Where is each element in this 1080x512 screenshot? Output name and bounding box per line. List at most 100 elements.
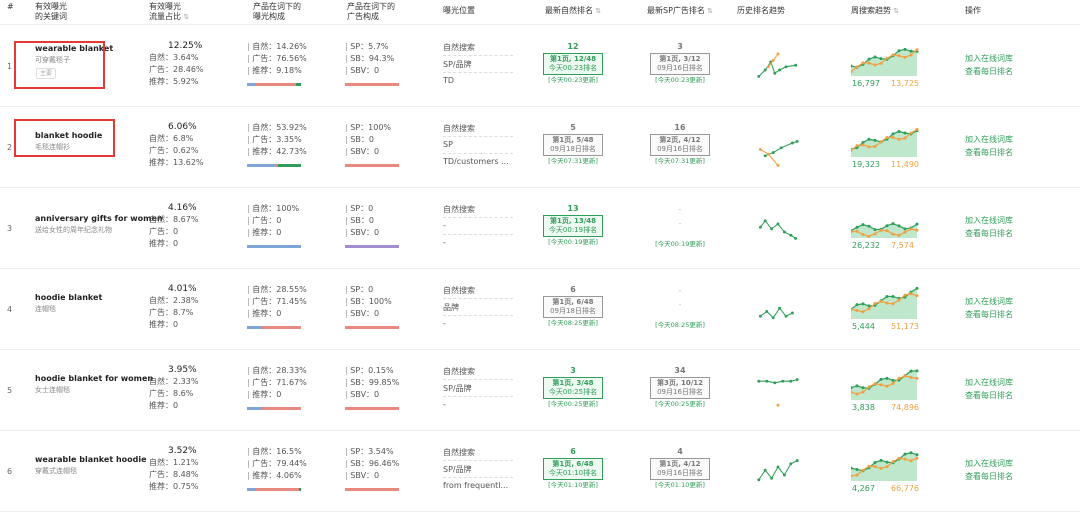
keyword-text[interactable]: blanket hoodie [35,131,103,140]
sp-rank-cell[interactable]: 4 第1页, 4/12 09月16日排名 [今天01:10更新] [650,446,710,490]
traffic-share: 3.52% [168,446,197,456]
product-comp-bar [247,83,301,86]
col-exposure: 曝光位置 [443,6,475,15]
table-row: 6 wearable blanket hoodie 穿戴式连帽毯 3.52% 自然… [0,431,1080,512]
natural-rank-cell[interactable]: 13 第1页, 13/48 今天00:19排名 [今天00:19更新] [543,203,603,247]
natural-rank-cell[interactable]: 12 第1页, 12/48 今天00:23排名 [今天00:23更新] [543,41,603,85]
keyword-text[interactable]: hoodie blanket for women [35,374,154,383]
highlight-box [14,119,115,157]
row-index: 3 [7,224,13,233]
add-to-library-link[interactable]: 加入在线词库 [965,297,1013,306]
sort-icon[interactable]: ⇅ [593,7,602,15]
sp-rank-cell: -- [今天08:25更新] [655,286,705,329]
weekly-value-orange: 7,574 [891,241,914,250]
history-rank-chart[interactable] [752,127,804,167]
product-comp-bar [247,488,301,491]
weekly-value-orange: 51,173 [891,322,919,331]
row-index: 4 [7,305,13,314]
add-to-library-link[interactable]: 加入在线词库 [965,459,1013,468]
history-rank-chart[interactable] [752,451,804,491]
col-prod-comp: 产品在词下的 曝光构成 [253,2,301,21]
traffic-breakdown: 自然：6.8% 广告：0.62% 推荐：13.62% [149,134,204,167]
history-rank-chart[interactable] [752,208,804,248]
view-daily-rank-link[interactable]: 查看每日排名 [965,229,1013,238]
weekly-value-green: 19,323 [852,160,880,169]
keyword-text[interactable]: wearable blanket [35,44,114,53]
col-action: 操作 [965,6,981,15]
weekly-search-chart[interactable] [851,123,919,157]
keyword-text[interactable]: anniversary gifts for women [35,214,163,223]
product-composition: | 自然：16.5% | 广告：79.44% | 推荐：4.06% [247,447,307,480]
table-row: 3 anniversary gifts for women 送给女性的周年纪念礼… [0,188,1080,269]
sort-icon[interactable]: ⇅ [891,7,900,15]
traffic-share: 4.01% [168,284,197,294]
actions: 加入在线词库 查看每日排名 [965,214,1013,240]
weekly-search-chart[interactable] [851,285,919,319]
weekly-search-chart[interactable] [851,204,919,238]
ad-comp-bar [345,245,399,248]
traffic-share: 4.16% [168,203,197,213]
sort-icon[interactable]: ⇅ [704,7,713,15]
view-daily-rank-link[interactable]: 查看每日排名 [965,310,1013,319]
exposure-positions: 自然搜索 品牌 - [443,282,513,333]
view-daily-rank-link[interactable]: 查看每日排名 [965,391,1013,400]
natural-rank-cell[interactable]: 5 第1页, 5/48 09月18日排名 [今天07:31更新] [543,122,603,166]
ad-composition: | SP：5.7% | SB：94.3% | SBV：0 [345,42,395,75]
history-rank-chart[interactable] [752,46,804,86]
natural-rank-cell[interactable]: 6 第1页, 6/48 09月18日排名 [今天08:25更新] [543,284,603,328]
view-daily-rank-link[interactable]: 查看每日排名 [965,67,1013,76]
keyword-translation: 送给女性的周年纪念礼物 [35,226,112,234]
traffic-breakdown: 自然：8.67% 广告：0 推荐：0 [149,215,199,248]
col-traffic[interactable]: 有效曝光 流量占比 ⇅ [149,2,190,21]
col-weekly[interactable]: 周搜索趋势 ⇅ [851,6,900,15]
add-to-library-link[interactable]: 加入在线词库 [965,135,1013,144]
keyword-translation: 毛毯连帽衫 [35,143,70,151]
weekly-value-green: 5,444 [852,322,875,331]
exposure-positions: 自然搜索 SP/品牌 - [443,363,513,414]
ad-comp-bar [345,83,399,86]
keyword-text[interactable]: hoodie blanket [35,293,103,302]
ad-composition: | SP：3.54% | SB：96.46% | SBV：0 [345,447,400,480]
col-natural-rank[interactable]: 最新自然排名 ⇅ [545,6,602,15]
ad-comp-bar [345,407,399,410]
sp-rank-cell[interactable]: 16 第2页, 4/12 09月16日排名 [今天07:31更新] [650,122,710,166]
weekly-search-chart[interactable] [851,366,919,400]
weekly-value-green: 16,797 [852,79,880,88]
col-sp-rank[interactable]: 最新SP广告排名 ⇅ [647,6,713,15]
product-comp-bar [247,164,301,167]
add-to-library-link[interactable]: 加入在线词库 [965,378,1013,387]
sort-icon[interactable]: ⇅ [181,13,190,21]
traffic-share: 3.95% [168,365,197,375]
col-keyword: 有效曝光 的关键词 [35,2,67,21]
keyword-translation: 穿戴式连帽毯 [35,467,77,475]
add-to-library-link[interactable]: 加入在线词库 [965,216,1013,225]
weekly-value-orange: 66,776 [891,484,919,493]
keyword-text[interactable]: wearable blanket hoodie [35,455,147,464]
exposure-positions: 自然搜索 SP/品牌 from frequentl... [443,444,513,495]
exposure-positions: 自然搜索 - - [443,201,513,252]
natural-rank-cell[interactable]: 3 第1页, 3/48 今天00:25排名 [今天00:25更新] [543,365,603,409]
weekly-value-green: 26,232 [852,241,880,250]
weekly-search-chart[interactable] [851,447,919,481]
ad-comp-bar [345,488,399,491]
sp-rank-cell[interactable]: 3 第1页, 3/12 09月16日排名 [今天00:23更新] [650,41,710,85]
view-daily-rank-link[interactable]: 查看每日排名 [965,472,1013,481]
table-row: 4 hoodie blanket 连帽毯 4.01% 自然：2.38% 广告：8.… [0,269,1080,350]
view-daily-rank-link[interactable]: 查看每日排名 [965,148,1013,157]
weekly-search-chart[interactable] [851,42,919,76]
natural-rank-cell[interactable]: 6 第1页, 6/48 今天01:10排名 [今天01:10更新] [543,446,603,490]
product-comp-bar [247,326,301,329]
add-to-library-link[interactable]: 加入在线词库 [965,54,1013,63]
table-row: 1 wearable blanket 可穿戴毯子 主要 12.25% 自然：3.64… [0,26,1080,107]
weekly-value-orange: 74,896 [891,403,919,412]
traffic-breakdown: 自然：1.21% 广告：8.48% 推荐：0.75% [149,458,199,491]
history-rank-chart[interactable] [752,370,804,410]
ad-composition: | SP：0 | SB：100% | SBV：0 [345,285,392,318]
sp-rank-cell[interactable]: 34 第3页, 10/12 09月16日排名 [今天00:25更新] [650,365,710,409]
traffic-breakdown: 自然：2.33% 广告：8.6% 推荐：0 [149,377,199,410]
row-index: 2 [7,143,13,152]
history-rank-chart[interactable] [752,289,804,329]
table-header: # 有效曝光 的关键词 有效曝光 流量占比 ⇅ 产品在词下的 曝光构成 产品在词… [0,0,1080,25]
exposure-positions: 自然搜索 SP TD/customers ... [443,120,513,171]
product-comp-bar [247,407,301,410]
